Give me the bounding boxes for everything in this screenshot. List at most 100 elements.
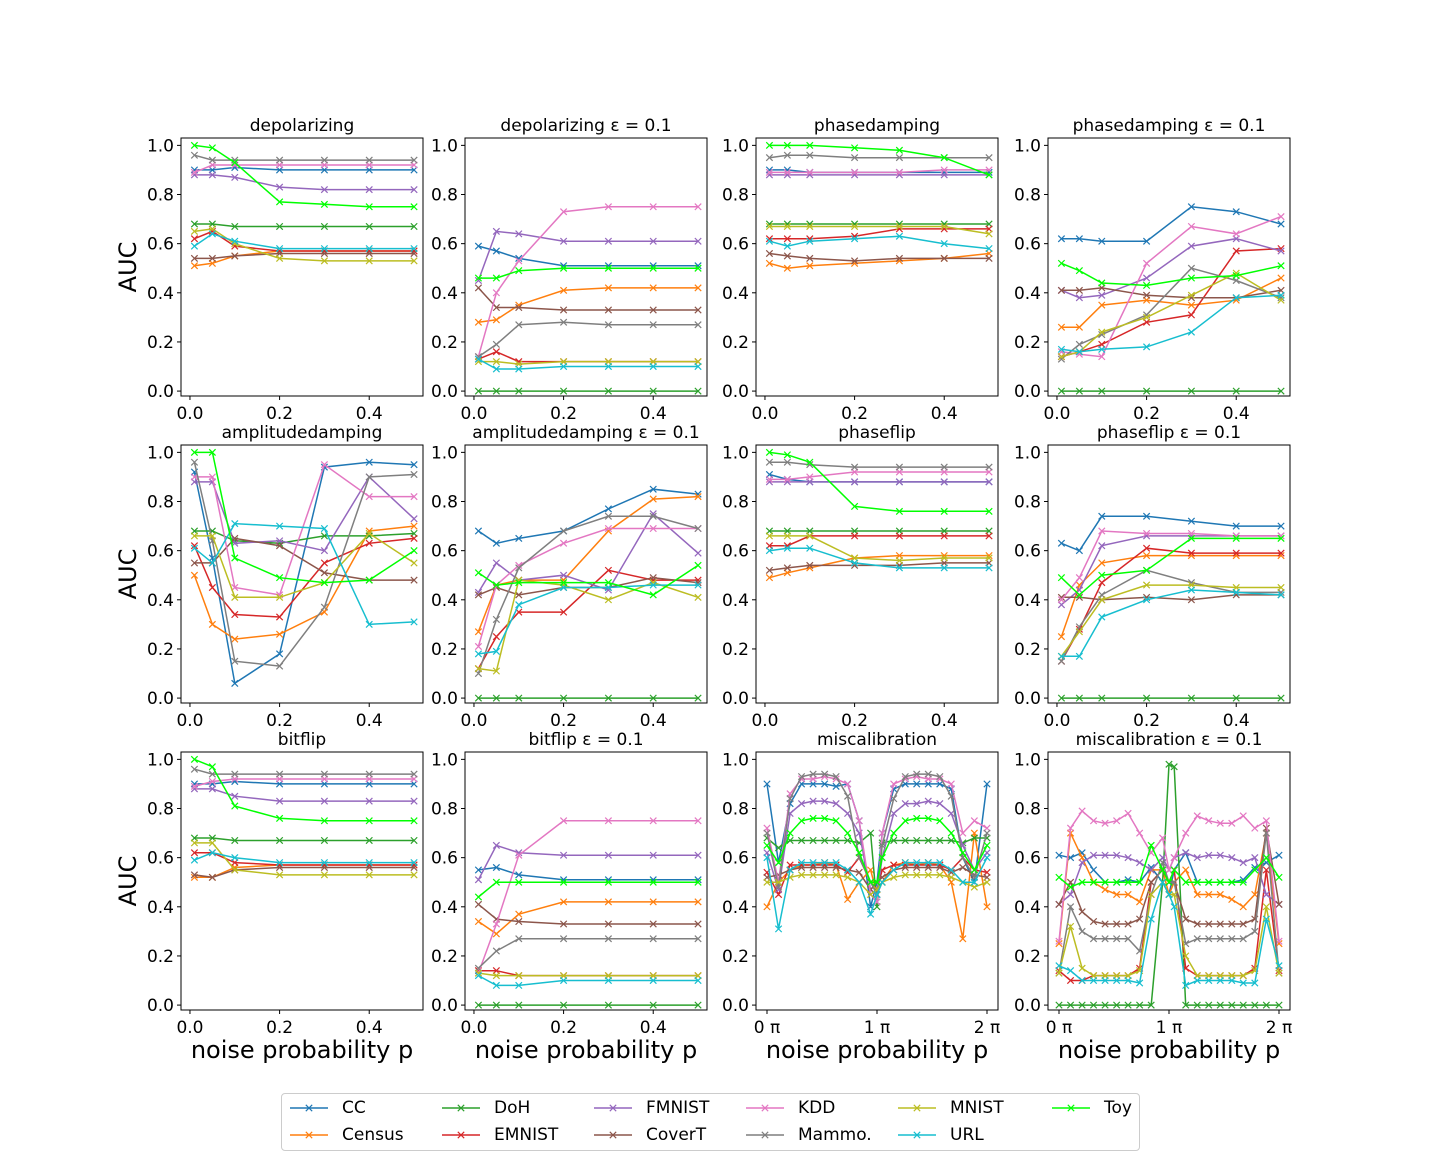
- point-DoH: [1232, 694, 1240, 702]
- y-tick-label: 0.0: [1014, 382, 1041, 402]
- point-Toy: [559, 264, 568, 272]
- point-CC: [1142, 237, 1151, 245]
- point-EMNIST: [492, 633, 500, 641]
- point-Mammo.: [649, 321, 657, 329]
- series-line-CC: [194, 780, 414, 785]
- point-KDD: [850, 168, 859, 177]
- point-DoH: [365, 532, 373, 540]
- point-CoverT: [1239, 920, 1247, 928]
- point-FMNIST: [320, 547, 329, 555]
- point-CoverT: [492, 303, 500, 312]
- series-line-KDD: [1060, 530, 1281, 601]
- point-Toy: [1205, 878, 1213, 886]
- point-KDD: [365, 492, 373, 501]
- point-Mammo.: [1098, 330, 1106, 339]
- legend-label: DoH: [494, 1098, 531, 1118]
- point-DoH: [1182, 1001, 1190, 1009]
- point-KDD: [559, 539, 568, 547]
- point-Toy: [1251, 866, 1259, 874]
- y-tick-label: 0.6: [431, 235, 458, 255]
- point-Census: [275, 630, 284, 638]
- x-tick-label: 0.0: [1043, 404, 1070, 424]
- point-EMNIST: [1098, 578, 1106, 587]
- point-KDD: [1182, 829, 1190, 837]
- point-Toy: [231, 158, 239, 167]
- point-Mammo.: [763, 829, 771, 837]
- point-EMNIST: [940, 532, 948, 540]
- point-Census: [1057, 323, 1066, 331]
- point-CoverT: [1124, 920, 1132, 928]
- point-URL: [765, 237, 774, 245]
- point-Mammo.: [208, 770, 216, 778]
- y-tick-label: 0.2: [431, 333, 458, 353]
- point-CC: [492, 539, 500, 547]
- series-line-Mammo.: [477, 937, 698, 969]
- series-line-CoverT: [194, 866, 414, 879]
- point-MNIST: [208, 839, 216, 847]
- point-Census: [604, 284, 613, 292]
- x-tick-label: 2 π: [974, 1018, 1000, 1038]
- x-tick-label: 0.0: [460, 711, 487, 731]
- point-Toy: [604, 578, 613, 587]
- point-URL: [940, 564, 948, 572]
- point-FMNIST: [809, 797, 817, 805]
- point-Census: [694, 284, 702, 292]
- point-URL: [492, 365, 500, 373]
- point-Toy: [559, 878, 568, 886]
- point-Toy: [515, 578, 523, 587]
- point-KDD: [1205, 817, 1213, 825]
- point-Toy: [1216, 878, 1224, 886]
- point-MNIST: [1275, 969, 1283, 977]
- point-Mammo.: [320, 156, 329, 164]
- point-Toy: [890, 829, 898, 837]
- point-Mammo.: [1228, 935, 1236, 943]
- point-EMNIST: [783, 235, 791, 243]
- point-Mammo.: [190, 765, 199, 773]
- point-Toy: [1277, 262, 1285, 270]
- point-Toy: [806, 458, 814, 466]
- point-CC: [410, 461, 418, 469]
- point-CoverT: [231, 252, 239, 260]
- point-Mammo.: [410, 470, 418, 479]
- point-Census: [1228, 895, 1236, 904]
- point-FMNIST: [190, 171, 199, 179]
- point-Census: [559, 286, 568, 294]
- series-line-CC: [1058, 851, 1280, 897]
- y-tick-label: 0.4: [431, 591, 458, 611]
- point-Mammo.: [985, 154, 993, 162]
- point-Census: [1098, 559, 1106, 567]
- point-KDD: [940, 166, 948, 174]
- point-Mammo.: [515, 321, 523, 329]
- point-DoH: [559, 694, 568, 702]
- point-CoverT: [959, 863, 967, 872]
- series-line-Mammo.: [477, 321, 698, 358]
- point-KDD: [1098, 353, 1106, 361]
- point-Census: [959, 935, 967, 943]
- point-FMNIST: [208, 171, 216, 179]
- point-CC: [1057, 539, 1066, 547]
- point-Toy: [515, 878, 523, 886]
- y-tick-label: 0.0: [431, 382, 458, 402]
- point-URL: [231, 854, 239, 862]
- series-line-DoH: [194, 837, 414, 842]
- legend-marker-icon: [442, 1131, 480, 1139]
- point-DoH: [1098, 387, 1106, 395]
- series-line-Mammo.: [769, 461, 989, 468]
- x-tick-label: 0.4: [640, 404, 667, 424]
- x-tick-label: 0.0: [176, 404, 203, 424]
- series-line-CoverT: [477, 287, 698, 311]
- point-CoverT: [604, 306, 613, 314]
- point-CoverT: [649, 920, 657, 928]
- point-Toy: [410, 203, 418, 211]
- point-EMNIST: [492, 348, 500, 356]
- point-KDD: [694, 817, 702, 825]
- point-CoverT: [410, 576, 418, 584]
- point-MNIST: [492, 357, 500, 366]
- legend: CC Census DoH EMNIST FMNIST CoverT KDD Mammo. MN…: [281, 1093, 1140, 1151]
- y-tick-label: 0.4: [147, 284, 174, 304]
- point-EMNIST: [410, 534, 418, 542]
- point-KDD: [515, 257, 523, 265]
- subplot-5: amplitudedamping ε = 0.1 0.0 0.2 0.4 0.6 0.8 1…: [431, 423, 708, 731]
- point-KDD: [320, 461, 329, 469]
- point-EMNIST: [559, 608, 568, 616]
